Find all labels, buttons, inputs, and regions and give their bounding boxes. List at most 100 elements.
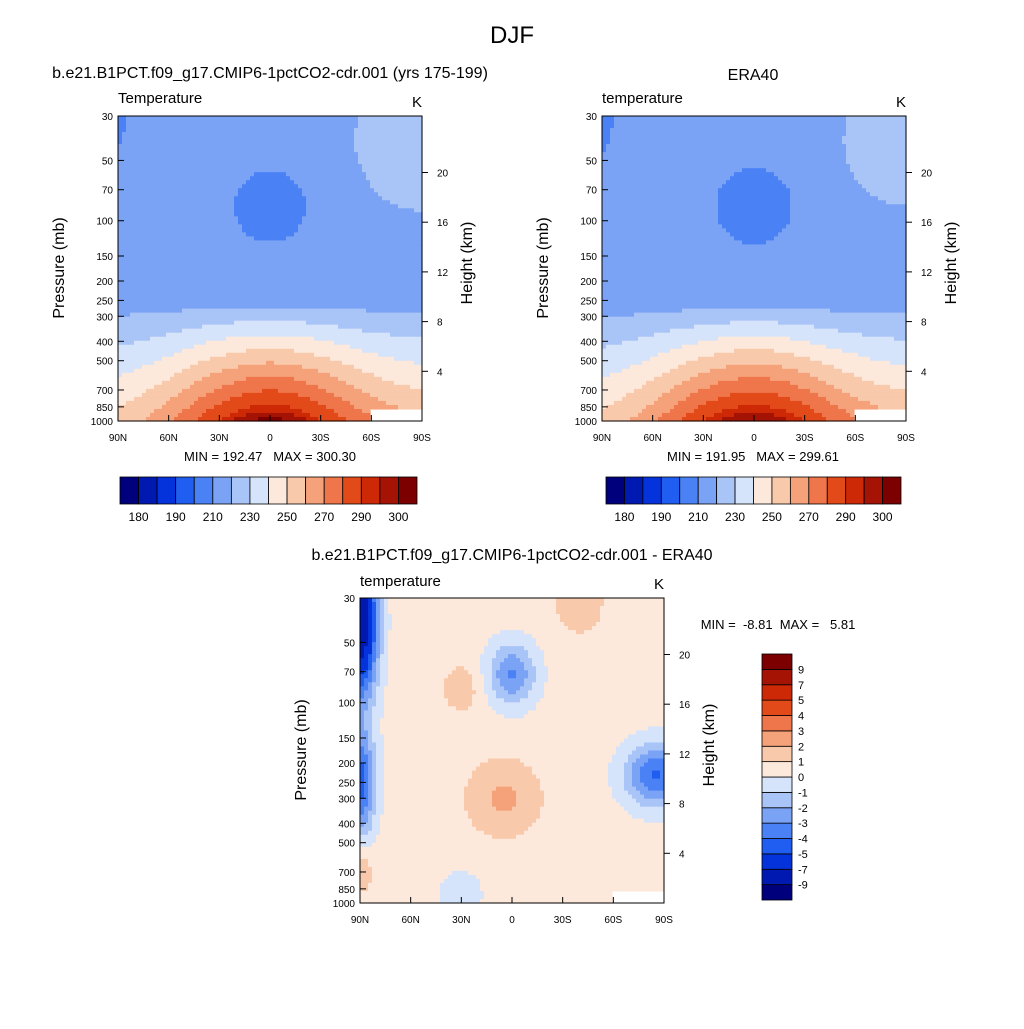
- model-field-cell: [238, 348, 243, 354]
- model-field-cell: [158, 280, 163, 286]
- model-field-cell: [198, 192, 203, 197]
- model-field-cell: [118, 156, 123, 161]
- model-field-cell: [258, 120, 263, 125]
- model-field-cell: [342, 268, 347, 274]
- model-field-cell: [402, 328, 407, 334]
- model-field-cell: [242, 356, 247, 362]
- model-field-cell: [230, 304, 235, 310]
- model-field-cell: [238, 376, 243, 382]
- model-field-cell: [258, 260, 263, 266]
- model-field-cell: [210, 268, 215, 274]
- model-field-cell: [202, 188, 207, 193]
- model-field-cell: [262, 240, 267, 246]
- model-field-cell: [166, 264, 171, 270]
- model-field-cell: [370, 268, 375, 274]
- model-field-cell: [154, 336, 159, 342]
- model-field-cell: [370, 352, 375, 358]
- model-field-cell: [390, 172, 395, 177]
- model-field-cell: [178, 268, 183, 274]
- model-field-cell: [158, 164, 163, 169]
- model-field-cell: [414, 372, 419, 378]
- model-field-cell: [382, 260, 387, 266]
- model-field-cell: [150, 344, 155, 350]
- model-field-cell: [386, 196, 391, 201]
- model-field-cell: [142, 288, 147, 294]
- model-field-cell: [386, 188, 391, 193]
- model-field-cell: [358, 132, 363, 137]
- model-field-cell: [158, 120, 163, 125]
- model-field-cell: [350, 116, 355, 121]
- model-field-cell: [194, 180, 199, 185]
- model-field-cell: [282, 256, 287, 262]
- model-field-cell: [382, 364, 387, 370]
- model-field-cell: [418, 200, 423, 205]
- model-field-cell: [230, 376, 235, 382]
- model-field-cell: [218, 304, 223, 310]
- model-field-cell: [314, 252, 319, 258]
- model-field-cell: [338, 292, 343, 298]
- model-field-cell: [330, 248, 335, 254]
- model-field-cell: [210, 124, 215, 129]
- model-field-cell: [210, 244, 215, 250]
- model-field-cell: [314, 148, 319, 153]
- model-field-cell: [290, 264, 295, 270]
- figure-title: DJF: [490, 22, 534, 49]
- model-field-cell: [362, 124, 367, 129]
- model-field-cell: [166, 268, 171, 274]
- model-field-cell: [242, 344, 247, 350]
- model-field-cell: [218, 284, 223, 290]
- model-field-cell: [166, 196, 171, 201]
- model-field-cell: [150, 332, 155, 338]
- model-field-cell: [254, 144, 259, 149]
- model-field-cell: [322, 336, 327, 342]
- model-field-cell: [410, 304, 415, 310]
- model-field-cell: [182, 116, 187, 121]
- model-field-cell: [326, 344, 331, 350]
- model-field-cell: [326, 180, 331, 185]
- model-field-cell: [386, 132, 391, 137]
- model-field-cell: [138, 160, 143, 165]
- model-field-cell: [182, 208, 187, 213]
- model-field-cell: [162, 244, 167, 250]
- model-field-cell: [226, 256, 231, 262]
- model-field-cell: [202, 288, 207, 294]
- model-field-cell: [306, 200, 311, 205]
- model-field-cell: [118, 140, 123, 145]
- model-field-cell: [222, 288, 227, 294]
- model-field-cell: [250, 212, 255, 217]
- model-field-cell: [198, 200, 203, 205]
- model-field-cell: [146, 244, 151, 250]
- model-field-cell: [330, 276, 335, 282]
- model-field-cell: [314, 224, 319, 229]
- model-field-cell: [234, 180, 239, 185]
- model-field-cell: [262, 172, 267, 177]
- model-field-cell: [298, 192, 303, 197]
- model-field-cell: [158, 324, 163, 330]
- model-field-cell: [270, 312, 275, 318]
- model-field-cell: [398, 156, 403, 161]
- model-field-cell: [398, 332, 403, 338]
- model-field-cell: [234, 260, 239, 266]
- model-field-cell: [146, 212, 151, 217]
- model-field-cell: [358, 180, 363, 185]
- model-field-cell: [354, 368, 359, 374]
- model-field-cell: [150, 136, 155, 141]
- model-field-cell: [318, 228, 323, 233]
- model-field-cell: [302, 188, 307, 193]
- model-field-cell: [342, 168, 347, 173]
- model-field-cell: [306, 176, 311, 181]
- model-field-cell: [118, 216, 123, 221]
- model-field-cell: [330, 324, 335, 330]
- model-field-cell: [358, 348, 363, 354]
- model-field-cell: [322, 200, 327, 205]
- model-field-cell: [134, 292, 139, 298]
- model-field-cell: [190, 324, 195, 330]
- model-field-cell: [206, 316, 211, 322]
- model-field-cell: [186, 356, 191, 362]
- model-field-cell: [226, 328, 231, 334]
- model-field-cell: [158, 260, 163, 266]
- model-field-cell: [162, 284, 167, 290]
- model-field-cell: [398, 196, 403, 201]
- model-field-cell: [246, 324, 251, 330]
- model-field-cell: [290, 300, 295, 306]
